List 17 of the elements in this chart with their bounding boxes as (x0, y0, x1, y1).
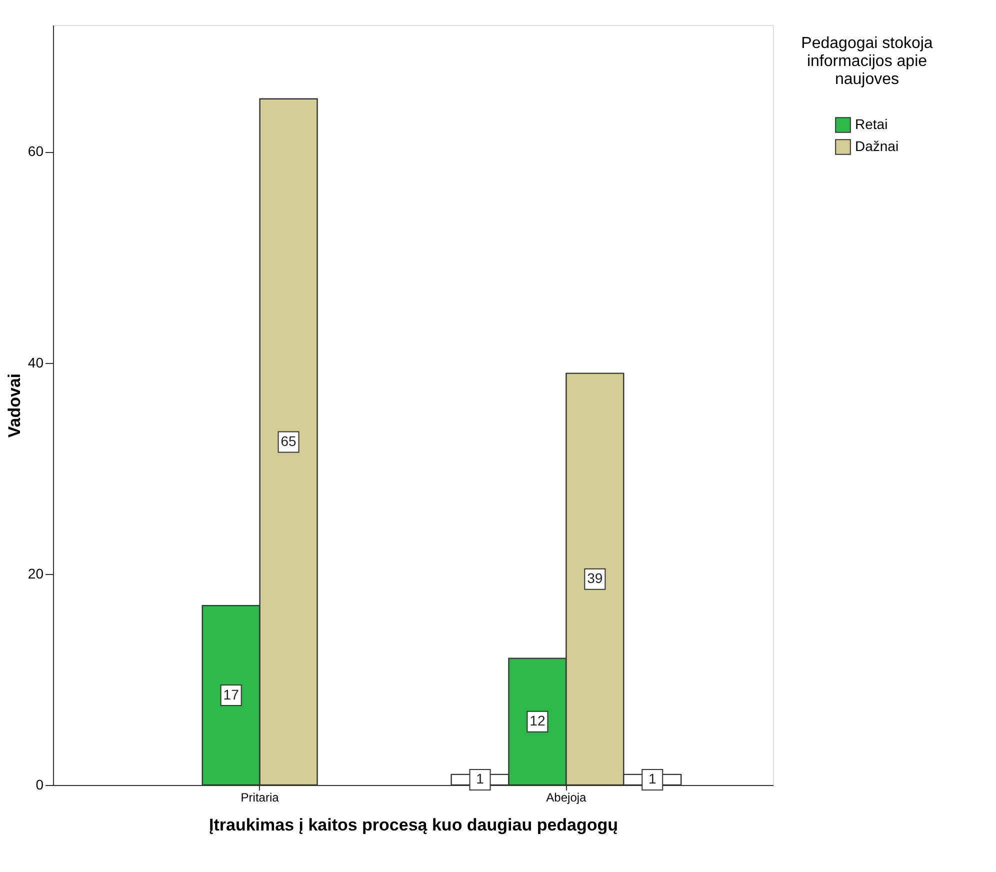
y-tick-label: 0 (36, 776, 44, 792)
y-axis-title: Vadovai (4, 373, 24, 438)
legend-label: Dažnai (855, 138, 899, 154)
y-tick-label: 60 (28, 143, 44, 160)
y-tick-label: 40 (28, 354, 44, 370)
data-label: 1 (476, 770, 484, 787)
x-axis-title: Įtraukimas į kaitos procesą kuo daugiau pedagogų (208, 816, 618, 834)
x-tick-label: Abejoja (546, 790, 587, 804)
legend-title: Pedagogai stokoja informacijos apie naujoves (801, 35, 933, 88)
data-label: 39 (587, 570, 603, 586)
y-tick-label: 20 (28, 565, 44, 582)
data-label: 65 (280, 432, 297, 449)
data-label: 1 (648, 770, 656, 787)
data-label: 12 (530, 712, 546, 729)
data-label: 17 (223, 686, 240, 702)
x-tick-label: Pritaria (240, 790, 280, 804)
legend-label: Retai (855, 116, 888, 132)
